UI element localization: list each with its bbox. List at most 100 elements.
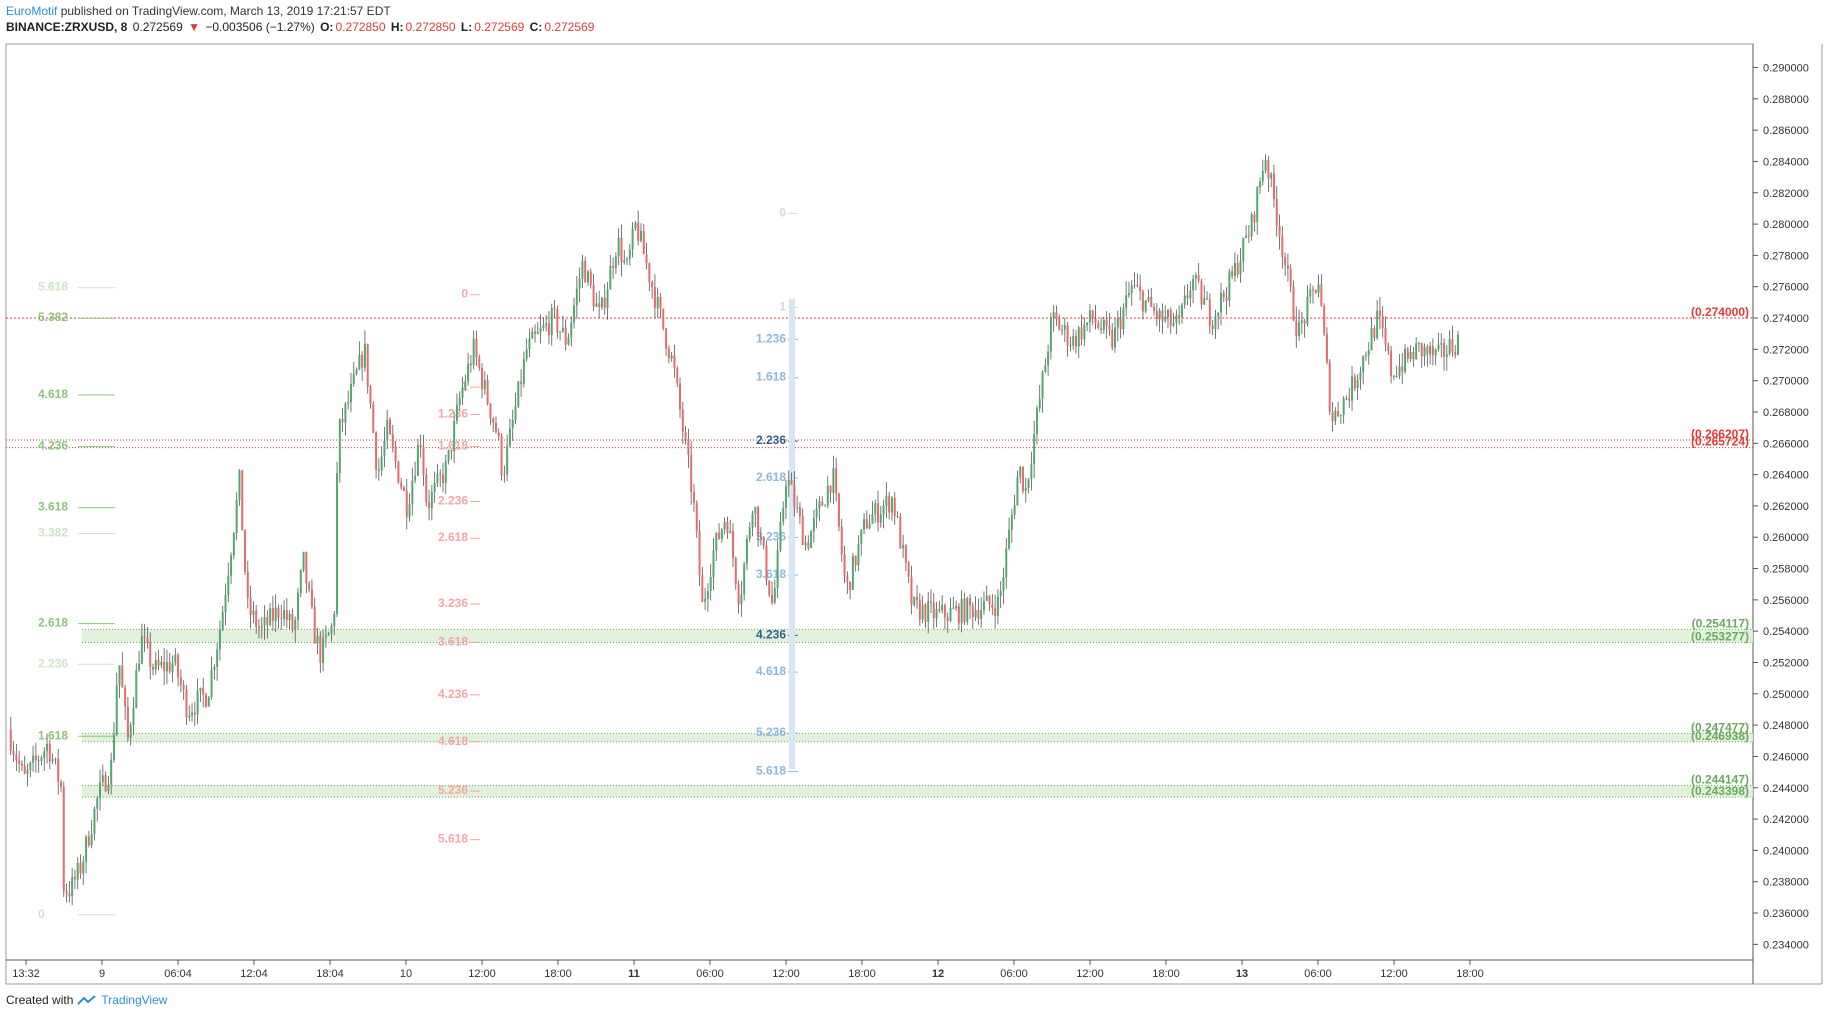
fib-level-label: 0 [38, 907, 45, 921]
candle-body [1189, 290, 1192, 299]
candle-body [1415, 343, 1418, 360]
candle-body [1094, 318, 1097, 324]
x-tick-label: 13 [1236, 968, 1248, 980]
change-down-icon: ▼ [188, 20, 200, 34]
candle-body [207, 697, 210, 707]
support-zone [82, 733, 1753, 742]
candle-body [1002, 577, 1005, 591]
candle-body [665, 328, 668, 349]
candle-body [165, 662, 168, 672]
candle-body [790, 480, 793, 485]
candle-body [888, 495, 891, 513]
candle-body [324, 635, 327, 638]
candle-body [68, 893, 71, 897]
y-tick-label: 0.242000 [1763, 814, 1809, 826]
candle-body [475, 338, 478, 358]
fib-level-label: 4.618 [756, 664, 786, 678]
time-axis[interactable]: 13:32 9 06:04 12:04 18:04 10 12:00 18:00 11 06:00… [12, 960, 1484, 980]
candle-body [525, 349, 528, 360]
candle-body [358, 354, 361, 370]
created-with-text: Created with [6, 993, 74, 1007]
candle-body [453, 421, 456, 452]
candle-body [659, 296, 662, 309]
candle-body [1178, 315, 1181, 317]
candle-body [734, 558, 737, 584]
candle-body [1356, 379, 1359, 389]
candle-body [1167, 310, 1169, 318]
y-tick-label: 0.248000 [1763, 720, 1809, 732]
candle-body [1292, 286, 1295, 321]
candle-body [310, 589, 313, 607]
y-tick-label: 0.284000 [1763, 156, 1809, 168]
candle-body [425, 474, 428, 503]
candle-body [71, 876, 74, 897]
x-tick-label: 12 [932, 968, 944, 980]
candle-body [494, 422, 497, 433]
candle-body [330, 626, 333, 634]
candle-body [868, 523, 871, 529]
fib-level-label: 1.618 [756, 370, 786, 384]
candle-body [676, 368, 679, 384]
fib-level-label: 5.618 [756, 764, 786, 778]
x-tick-label: 9 [99, 968, 105, 980]
candle-body [1325, 333, 1328, 363]
candle-body [1105, 319, 1108, 326]
x-tick-label: 12:00 [1076, 968, 1104, 980]
candle-body [333, 613, 336, 627]
candle-body [1155, 311, 1158, 320]
candle-body [355, 369, 358, 374]
candle-body [249, 597, 252, 615]
candle-body [297, 592, 299, 620]
candle-body [1180, 304, 1183, 317]
candle-body [87, 836, 90, 846]
candle-body [1454, 351, 1457, 355]
candle-body [436, 473, 439, 483]
symbol-info-bar: BINANCE:ZRXUSD, 8 0.272569 ▼ −0.003506 (… [6, 20, 596, 34]
price-axis[interactable]: 0.290000 0.288000 0.286000 0.284000 0.282000… [1753, 62, 1809, 951]
candle-body [879, 514, 882, 523]
candle-body [1010, 514, 1013, 530]
candle-body [667, 348, 670, 359]
y-tick-label: 0.276000 [1763, 282, 1809, 294]
candle-body [383, 440, 386, 457]
candle-body [821, 501, 824, 506]
fib-level-label: 5.236 [438, 783, 468, 797]
candle-body [506, 445, 509, 475]
candle-body [1233, 262, 1236, 277]
y-tick-label: 0.264000 [1763, 470, 1809, 482]
candle-body [1219, 292, 1222, 313]
candle-body [1200, 280, 1203, 305]
candle-body [433, 482, 436, 493]
candle-body [352, 373, 355, 384]
fib-level-label: 3.618 [38, 500, 68, 514]
candle-body [1457, 334, 1459, 355]
candle-body [988, 595, 991, 605]
candle-body [414, 475, 417, 481]
candle-body [1429, 346, 1432, 355]
candle-body [182, 685, 185, 690]
candle-body [1027, 478, 1030, 488]
candle-body [840, 526, 843, 555]
candle-body [1339, 414, 1342, 417]
support-zones [82, 628, 1753, 798]
x-tick-label: 18:00 [544, 968, 572, 980]
candle-body [20, 763, 23, 766]
symbol-label[interactable]: BINANCE:ZRXUSD, 8 [6, 20, 128, 34]
candle-body [913, 596, 916, 605]
candle-body [1222, 292, 1225, 298]
publish-info: EuroMotif published on TradingView.com, … [6, 4, 391, 18]
candle-body [1175, 315, 1178, 323]
candle-body [338, 419, 341, 474]
candle-body [1133, 284, 1136, 286]
candle-body [932, 602, 935, 619]
tradingview-link[interactable]: TradingView [101, 993, 168, 1007]
candle-body [467, 363, 470, 382]
candle-body [107, 784, 110, 792]
candle-body [929, 601, 932, 603]
candle-body [1409, 352, 1412, 359]
author-link[interactable]: EuroMotif [6, 4, 58, 18]
horizontal-lines [6, 317, 1753, 449]
candle-body [1108, 325, 1111, 330]
candle-body [1208, 299, 1211, 326]
